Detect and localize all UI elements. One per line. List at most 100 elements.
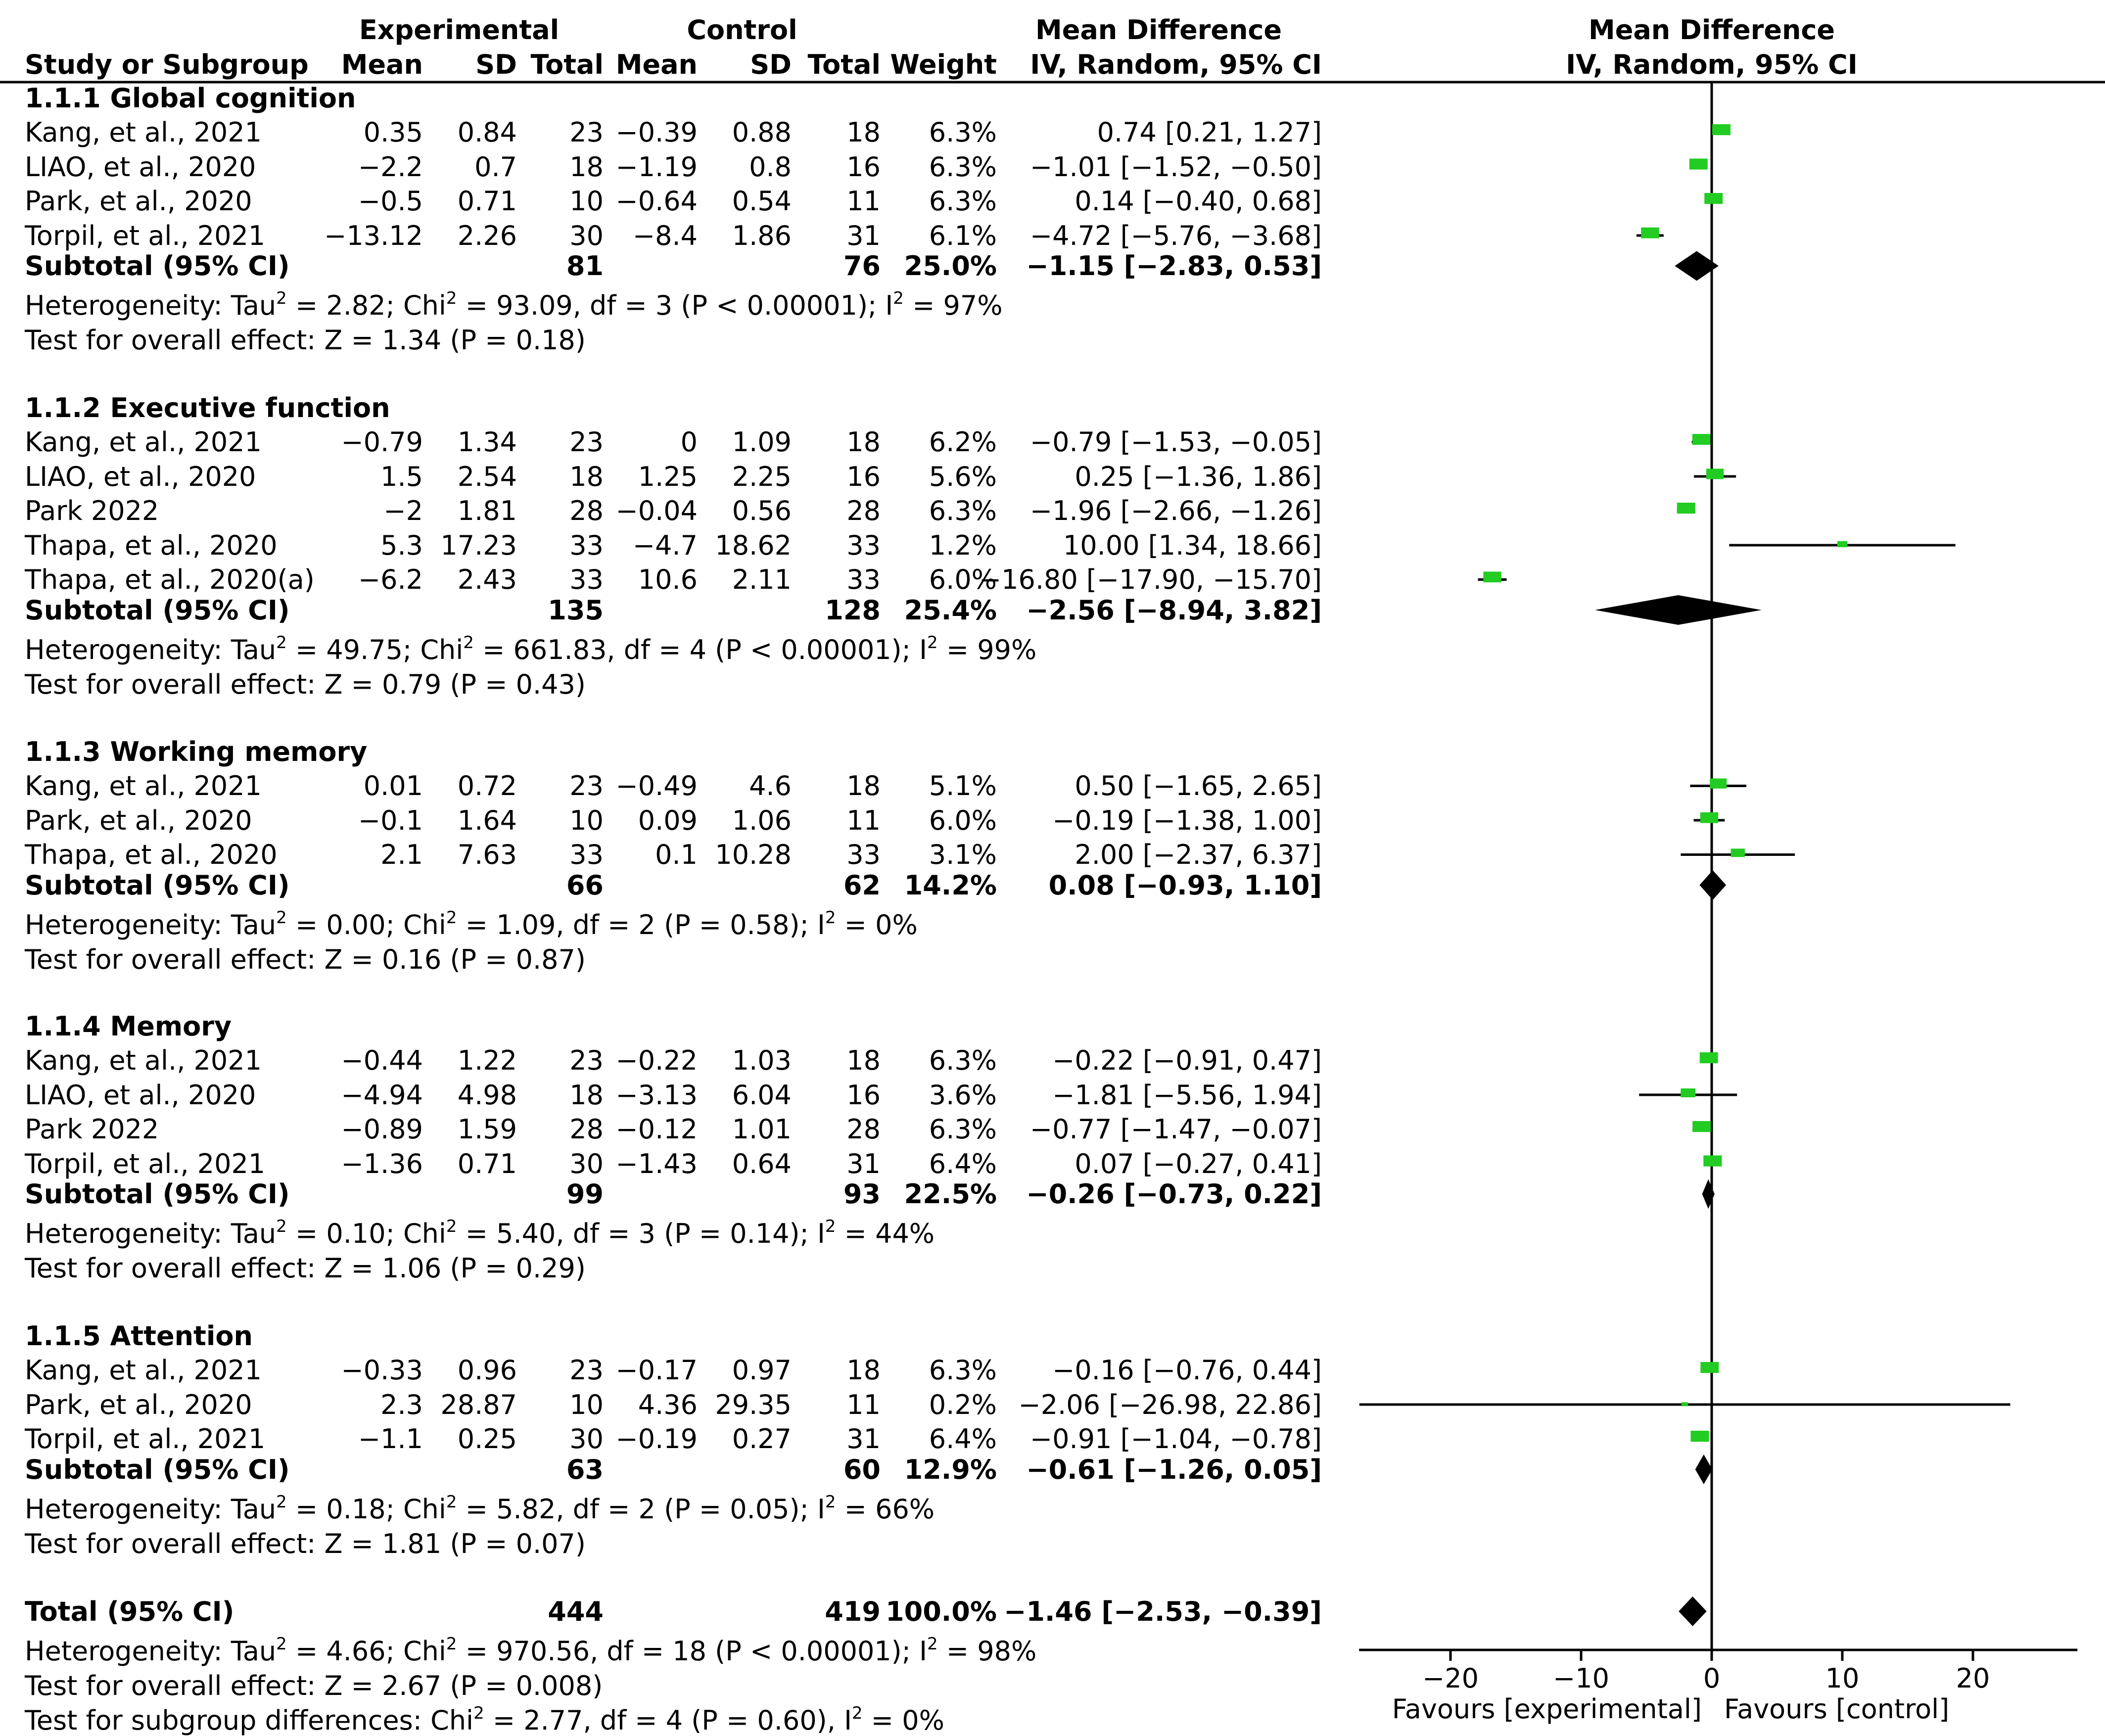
total-experimental: 23 (569, 770, 604, 802)
weight: 6.4% (929, 1423, 997, 1455)
heterogeneity-text-part: = 2.82; Chi (286, 290, 446, 322)
mean-experimental: −0.33 (341, 1355, 423, 1386)
study-effect-square (1692, 1121, 1711, 1132)
superscript-two: 2 (446, 907, 457, 928)
superscript-two: 2 (473, 1703, 484, 1723)
pooled-effect-diamond (1695, 1454, 1713, 1484)
study-name: Park 2022 (25, 495, 159, 527)
mean-experimental: −2.2 (358, 151, 423, 183)
subtotal-total-control: 60 (843, 1454, 881, 1485)
study-name: Park, et al., 2020 (25, 186, 252, 217)
heterogeneity-text-part: = 93.09, df = 3 (P < 0.00001); I (457, 290, 893, 322)
subtotal-total-experimental: 135 (548, 594, 604, 626)
total-experimental: 23 (569, 1355, 604, 1386)
mean-difference-ci: 0.74 [0.21, 1.27] (1097, 117, 1322, 148)
subtotal-weight: 12.9% (904, 1454, 997, 1485)
sd-control: 2.11 (732, 564, 792, 596)
study-effect-square (1682, 1402, 1688, 1407)
sd-control: 29.35 (715, 1389, 792, 1420)
total-label: Total (95% CI) (25, 1595, 234, 1627)
study-effect-square (1700, 812, 1719, 823)
study-name: Kang, et al., 2021 (25, 1045, 262, 1077)
superscript-two: 2 (463, 632, 474, 653)
x-tick-label: −20 (1422, 1662, 1479, 1694)
heterogeneity-text-part: = 5.40, df = 3 (P = 0.14); I (457, 1218, 825, 1250)
sd-experimental: 1.22 (457, 1045, 517, 1077)
total-heterogeneity-text-part: Heterogeneity: Tau (25, 1635, 277, 1667)
study-effect-square (1704, 193, 1723, 204)
sd-control: 0.27 (732, 1423, 792, 1455)
weight: 6.3% (929, 495, 997, 527)
sd-control: 0.97 (732, 1355, 792, 1386)
study-name: LIAO, et al., 2020 (25, 151, 256, 183)
total-control: 33 (846, 529, 881, 561)
mean-difference-ci: 0.25 [−1.36, 1.86] (1075, 461, 1322, 492)
study-name: Kang, et al., 2021 (25, 426, 262, 458)
header-method-plot: IV, Random, 95% CI (1566, 48, 1858, 80)
overall-effect-text: Test for overall effect: Z = 1.34 (P = 0… (25, 325, 586, 356)
heterogeneity-text: Heterogeneity: Tau2 = 0.18; Chi2 = 5.82,… (25, 1493, 935, 1525)
header-experimental: Experimental (359, 14, 560, 46)
heterogeneity-text-part: = 0.10; Chi (286, 1218, 446, 1250)
heterogeneity-text-part: = 44% (836, 1218, 935, 1250)
mean-control: −0.39 (615, 117, 698, 148)
subtotal-label: Subtotal (95% CI) (25, 1454, 290, 1485)
weight: 6.1% (929, 220, 997, 251)
mean-experimental: 0.35 (363, 117, 423, 148)
total-experimental: 10 (569, 804, 604, 836)
header-mean-experimental: Mean (341, 48, 423, 80)
study-name: Thapa, et al., 2020(a) (25, 564, 315, 596)
sd-experimental: 0.71 (457, 1148, 517, 1179)
sd-control: 0.54 (732, 186, 792, 217)
sd-control: 1.09 (732, 426, 792, 458)
mean-difference-ci: −0.91 [−1.04, −0.78] (1029, 1423, 1322, 1455)
total-experimental: 33 (569, 529, 604, 561)
total-experimental: 33 (569, 564, 604, 596)
sd-experimental: 1.64 (457, 804, 517, 836)
superscript-two: 2 (276, 907, 287, 928)
superscript-two: 2 (446, 1634, 457, 1654)
study-effect-square (1690, 1430, 1709, 1442)
total-control: 18 (846, 1355, 881, 1386)
heterogeneity-text: Heterogeneity: Tau2 = 2.82; Chi2 = 93.09… (25, 290, 1003, 322)
heterogeneity-text-part: = 1.09, df = 2 (P = 0.58); I (457, 909, 825, 940)
subtotal-ci: −0.26 [−0.73, 0.22] (1026, 1178, 1322, 1210)
weight: 5.1% (929, 770, 997, 802)
weight: 6.3% (929, 151, 997, 183)
heterogeneity-text-part: = 99% (937, 634, 1037, 665)
superscript-two: 2 (446, 1217, 457, 1237)
pooled-effect-diamond (1702, 1179, 1715, 1209)
mean-control: −3.13 (615, 1079, 698, 1111)
mean-control: 0.09 (638, 804, 698, 836)
total-control: 11 (846, 186, 881, 217)
mean-control: −0.12 (615, 1114, 698, 1145)
study-effect-square (1483, 571, 1501, 583)
heterogeneity-text-part: = 0.18; Chi (286, 1493, 446, 1525)
subgroup-differences-text-part: = 2.77, df = 4 (P = 0.60), I (484, 1704, 852, 1736)
mean-difference-ci: 2.00 [−2.37, 6.37] (1075, 839, 1322, 871)
study-name: Kang, et al., 2021 (25, 1355, 262, 1386)
mean-difference-ci: −2.06 [−26.98, 22.86] (1018, 1389, 1322, 1420)
subtotal-total-control: 76 (843, 250, 881, 282)
study-effect-square (1692, 434, 1711, 445)
mean-experimental: −4.94 (341, 1079, 423, 1111)
sd-control: 4.6 (749, 770, 792, 802)
sd-experimental: 2.43 (457, 564, 517, 596)
total-ci: −1.46 [−2.53, −0.39] (1004, 1595, 1322, 1627)
subgroup-differences-text-part: = 0% (862, 1704, 944, 1736)
weight: 3.1% (929, 839, 997, 871)
superscript-two: 2 (825, 1217, 836, 1237)
mean-difference-ci: −4.72 [−5.76, −3.68] (1029, 220, 1322, 251)
study-effect-square (1703, 1155, 1722, 1167)
heterogeneity-text: Heterogeneity: Tau2 = 0.10; Chi2 = 5.40,… (25, 1217, 935, 1250)
overall-effect-text: Test for overall effect: Z = 0.16 (P = 0… (25, 943, 586, 975)
superscript-two: 2 (276, 288, 287, 309)
subtotal-total-experimental: 63 (566, 1454, 604, 1485)
total-heterogeneity-text-part: = 4.66; Chi (286, 1635, 446, 1667)
total-control: 11 (846, 1389, 881, 1420)
pooled-effect-diamond (1679, 1596, 1707, 1626)
mean-control: −0.04 (615, 495, 698, 527)
mean-difference-ci: −1.01 [−1.52, −0.50] (1029, 151, 1322, 183)
subtotal-total-control: 62 (843, 869, 881, 901)
study-name: Torpil, et al., 2021 (25, 1423, 266, 1455)
